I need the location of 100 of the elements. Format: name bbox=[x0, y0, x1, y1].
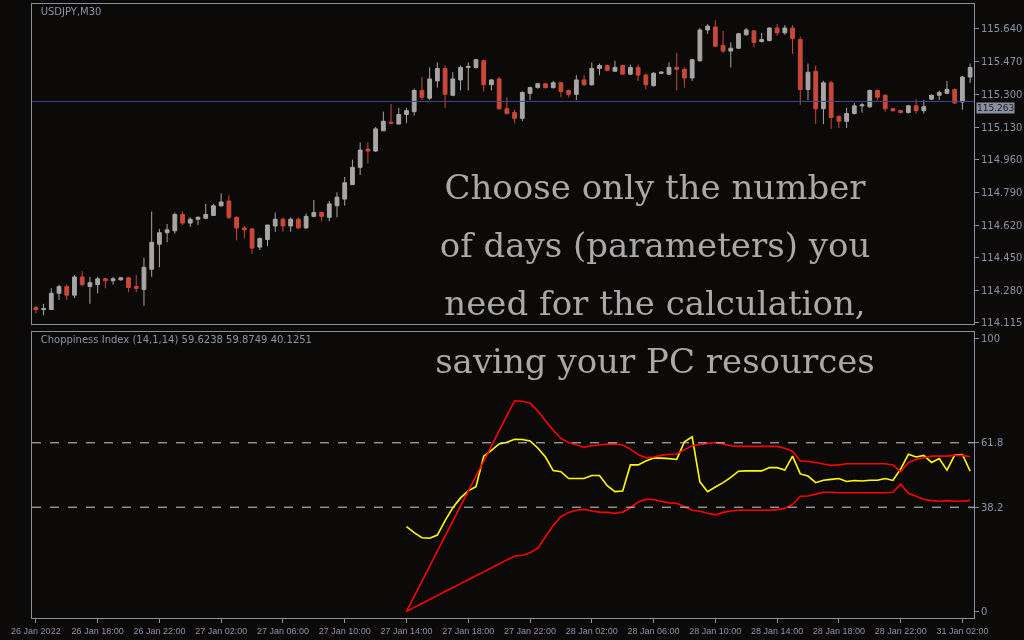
candlestick bbox=[434, 62, 440, 89]
candlestick bbox=[496, 76, 502, 111]
candlestick bbox=[851, 102, 857, 116]
candlestick bbox=[890, 107, 896, 113]
candlestick bbox=[257, 237, 263, 251]
candlestick bbox=[211, 203, 216, 216]
candlestick bbox=[566, 89, 572, 98]
candlestick bbox=[195, 215, 201, 226]
x-tick-label: 27 Jan 02:00 bbox=[195, 625, 248, 636]
candlestick bbox=[728, 41, 734, 68]
candlestick bbox=[102, 277, 108, 289]
y-tick-label: 38.2 bbox=[981, 501, 1004, 513]
candlestick bbox=[489, 78, 494, 91]
candlestick bbox=[234, 215, 240, 241]
x-tick-label: 28 Jan 14:00 bbox=[751, 625, 804, 636]
candlestick bbox=[589, 62, 595, 87]
candlestick bbox=[249, 228, 255, 255]
candlestick bbox=[427, 66, 433, 101]
candlestick bbox=[913, 98, 919, 115]
candlestick bbox=[774, 23, 780, 37]
candlestick bbox=[782, 24, 788, 36]
candlestick bbox=[303, 212, 309, 230]
candlestick bbox=[766, 26, 772, 42]
x-tick-label: 27 Jan 10:00 bbox=[318, 625, 371, 636]
candlestick bbox=[875, 89, 880, 101]
candlestick bbox=[334, 191, 340, 218]
y-tick-label: 115.640 bbox=[981, 23, 1023, 35]
candlestick bbox=[288, 216, 294, 233]
y-tick-label: 114.960 bbox=[981, 154, 1023, 166]
candlestick bbox=[87, 276, 93, 305]
annotation: Choose only the number bbox=[443, 166, 867, 209]
chart-title: Choppiness Index (14,1,14) 59.6238 59.8749 40.1251 bbox=[40, 334, 312, 345]
candlestick bbox=[604, 64, 610, 72]
candlestick bbox=[326, 200, 332, 222]
candlestick bbox=[265, 224, 270, 247]
candlestick bbox=[967, 63, 973, 84]
candlestick bbox=[319, 211, 324, 222]
candlestick bbox=[164, 223, 170, 243]
candlestick bbox=[172, 212, 178, 235]
candlestick bbox=[936, 89, 942, 101]
candlestick bbox=[543, 82, 548, 90]
annotation: of days (parameters) you bbox=[438, 224, 872, 267]
candlestick bbox=[141, 257, 147, 307]
candlestick bbox=[133, 274, 139, 293]
candlestick bbox=[898, 109, 904, 115]
candlestick bbox=[720, 30, 726, 54]
candlestick bbox=[836, 114, 842, 129]
candlestick bbox=[628, 64, 633, 76]
candlestick bbox=[929, 93, 934, 101]
candlestick bbox=[388, 103, 394, 124]
candlestick bbox=[658, 70, 664, 75]
candlestick bbox=[736, 32, 741, 50]
candlestick bbox=[573, 74, 579, 101]
candlestick bbox=[110, 276, 116, 286]
candlestick bbox=[149, 211, 155, 278]
candlestick bbox=[380, 111, 386, 132]
y-tick-label: 114.450 bbox=[981, 252, 1023, 264]
candlestick bbox=[272, 212, 278, 233]
candlestick bbox=[396, 107, 402, 125]
candlestick bbox=[118, 276, 124, 282]
candlestick bbox=[79, 270, 85, 288]
candlestick bbox=[859, 102, 865, 114]
candlestick bbox=[867, 89, 873, 109]
candlestick bbox=[373, 126, 378, 153]
candlestick bbox=[157, 228, 162, 268]
candlestick bbox=[442, 65, 448, 109]
y-tick-label: 114.115 bbox=[981, 316, 1023, 328]
candlestick bbox=[844, 107, 849, 129]
y-tick-label: 114.280 bbox=[981, 284, 1023, 296]
candlestick bbox=[450, 71, 456, 97]
candlestick bbox=[651, 71, 656, 88]
candlestick bbox=[674, 52, 680, 91]
candlestick bbox=[481, 59, 487, 92]
x-tick-label: 28 Jan 02:00 bbox=[565, 625, 618, 636]
y-tick-label: 0 bbox=[981, 605, 988, 617]
y-tick-label: 115.130 bbox=[981, 121, 1023, 133]
candlestick bbox=[126, 276, 131, 293]
candlestick bbox=[295, 216, 301, 230]
candlestick bbox=[581, 74, 587, 87]
candlestick bbox=[705, 23, 711, 35]
candlestick bbox=[960, 75, 965, 111]
candlestick bbox=[342, 176, 348, 207]
x-tick-label: 28 Jan 18:00 bbox=[812, 625, 865, 636]
candlestick bbox=[882, 93, 888, 113]
candlestick bbox=[226, 194, 232, 220]
x-tick-label: 26 Jan 22:00 bbox=[133, 625, 186, 636]
candlestick bbox=[790, 24, 795, 55]
y-tick-label: 114.620 bbox=[981, 219, 1023, 231]
candlestick bbox=[357, 141, 363, 176]
y-tick-label: 100 bbox=[981, 333, 1001, 345]
candlestick bbox=[203, 203, 209, 220]
x-tick-label: 28 Jan 22:00 bbox=[874, 625, 927, 636]
candlestick bbox=[241, 225, 247, 239]
x-tick-label: 28 Jan 06:00 bbox=[627, 625, 680, 636]
chart-title: USDJPY,M30 bbox=[40, 6, 102, 17]
candlestick bbox=[620, 64, 626, 76]
candlestick bbox=[558, 81, 564, 98]
candlestick bbox=[512, 109, 517, 124]
x-tick-label: 27 Jan 22:00 bbox=[504, 625, 557, 636]
candlestick bbox=[797, 36, 803, 106]
